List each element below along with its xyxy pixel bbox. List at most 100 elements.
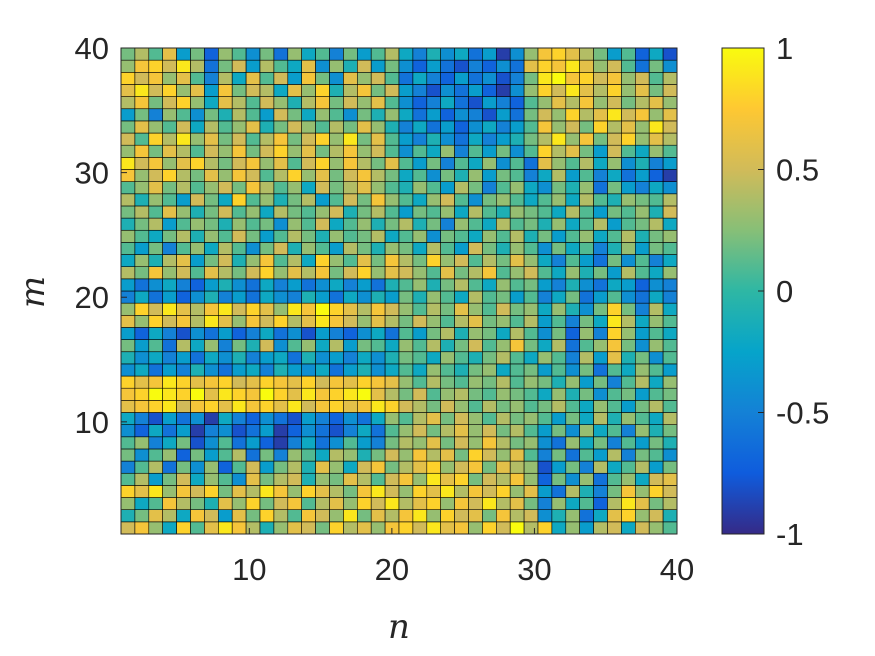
heatmap-cell <box>204 327 219 340</box>
heatmap-cell <box>565 375 580 389</box>
heatmap-cell <box>440 314 455 328</box>
heatmap-cell <box>495 254 511 268</box>
heatmap-cell <box>607 144 622 158</box>
heatmap-cell <box>148 278 164 292</box>
heatmap-cell <box>412 424 428 438</box>
heatmap-cell <box>315 387 330 401</box>
heatmap-cell <box>537 72 553 85</box>
heatmap-cell <box>495 509 511 523</box>
heatmap-cell <box>523 521 539 535</box>
heatmap-cell <box>356 205 372 219</box>
heatmap-cell <box>634 181 650 195</box>
heatmap-cell <box>343 448 358 462</box>
heatmap-cell <box>593 448 608 462</box>
heatmap-cell <box>148 47 164 61</box>
heatmap-cell <box>259 521 275 535</box>
heatmap-cell <box>440 169 455 182</box>
heatmap-cell <box>120 108 136 122</box>
heatmap-cell <box>231 339 247 353</box>
heatmap-cell <box>120 302 136 316</box>
heatmap-cell <box>648 363 664 377</box>
heatmap-cell <box>231 436 247 450</box>
heatmap-cell <box>218 59 233 73</box>
heatmap-cell <box>315 181 330 195</box>
heatmap-cell <box>148 314 164 328</box>
colorbar-tick-label: 1 <box>776 31 793 66</box>
heatmap-cell <box>245 96 261 110</box>
heatmap-cell <box>468 169 483 182</box>
heatmap-cell <box>190 157 205 170</box>
heatmap-cell <box>468 363 483 377</box>
heatmap-cell <box>287 181 302 195</box>
heatmap-cell <box>120 375 136 389</box>
heatmap-cell <box>273 169 289 182</box>
heatmap-cell <box>537 266 553 280</box>
heatmap-cell <box>468 72 483 85</box>
heatmap-cell <box>343 387 358 401</box>
heatmap-cell <box>315 59 330 73</box>
heatmap-cell <box>565 509 580 523</box>
heatmap-cell <box>384 448 400 462</box>
heatmap-cell <box>621 144 636 158</box>
heatmap-cell <box>454 363 469 377</box>
heatmap-cell <box>495 72 511 85</box>
heatmap-cell <box>329 327 344 340</box>
heatmap-cell <box>218 217 233 231</box>
heatmap-cell <box>579 157 594 170</box>
heatmap-cell <box>287 47 302 61</box>
heatmap-cell <box>398 59 414 73</box>
heatmap-cell <box>384 375 400 389</box>
heatmap-cell <box>523 157 539 170</box>
heatmap-cell <box>218 424 233 438</box>
heatmap-cell <box>454 375 469 389</box>
heatmap-cell <box>398 412 414 425</box>
heatmap-cell <box>454 424 469 438</box>
heatmap-cell <box>134 47 150 61</box>
heatmap-cell <box>176 412 191 425</box>
heatmap-cell <box>523 181 539 195</box>
heatmap-cell <box>579 509 594 523</box>
heatmap-cell <box>204 436 219 450</box>
heatmap-cell <box>426 254 441 268</box>
heatmap-cell <box>565 193 580 207</box>
heatmap-cell <box>537 351 553 365</box>
heatmap-cell <box>468 108 483 122</box>
heatmap-cell <box>579 120 594 134</box>
heatmap-cell <box>329 96 344 110</box>
heatmap-cell <box>231 387 247 401</box>
heatmap-cell <box>468 448 483 462</box>
heatmap-cell <box>190 96 205 110</box>
heatmap-cell <box>148 96 164 110</box>
heatmap-cell <box>509 108 525 122</box>
heatmap-cell <box>315 327 330 340</box>
heatmap-cell <box>120 217 136 231</box>
heatmap-cell <box>384 314 400 328</box>
heatmap-cell <box>537 460 553 474</box>
heatmap-cell <box>356 339 372 353</box>
heatmap-cell <box>634 217 650 231</box>
heatmap-cell <box>454 327 469 340</box>
heatmap-cell <box>315 278 330 292</box>
heatmap-cell <box>551 400 567 413</box>
heatmap-cell <box>662 59 678 73</box>
heatmap-cell <box>148 84 164 97</box>
heatmap-cell <box>523 509 539 523</box>
heatmap-cell <box>370 351 386 365</box>
heatmap-cell <box>148 290 164 304</box>
heatmap-cell <box>607 120 622 134</box>
heatmap-cell <box>245 254 261 268</box>
heatmap-cell <box>662 497 678 510</box>
heatmap-cell <box>218 521 233 535</box>
heatmap-cell <box>176 436 191 450</box>
heatmap-cell <box>245 448 261 462</box>
heatmap-cell <box>218 363 233 377</box>
heatmap-cell <box>259 302 275 316</box>
heatmap-cell <box>426 47 441 61</box>
heatmap-cell <box>218 72 233 85</box>
heatmap-cell <box>259 59 275 73</box>
heatmap-cell <box>412 254 428 268</box>
heatmap-cell <box>662 132 678 146</box>
heatmap-cell <box>204 290 219 304</box>
heatmap-cell <box>523 242 539 255</box>
heatmap-cell <box>412 157 428 170</box>
